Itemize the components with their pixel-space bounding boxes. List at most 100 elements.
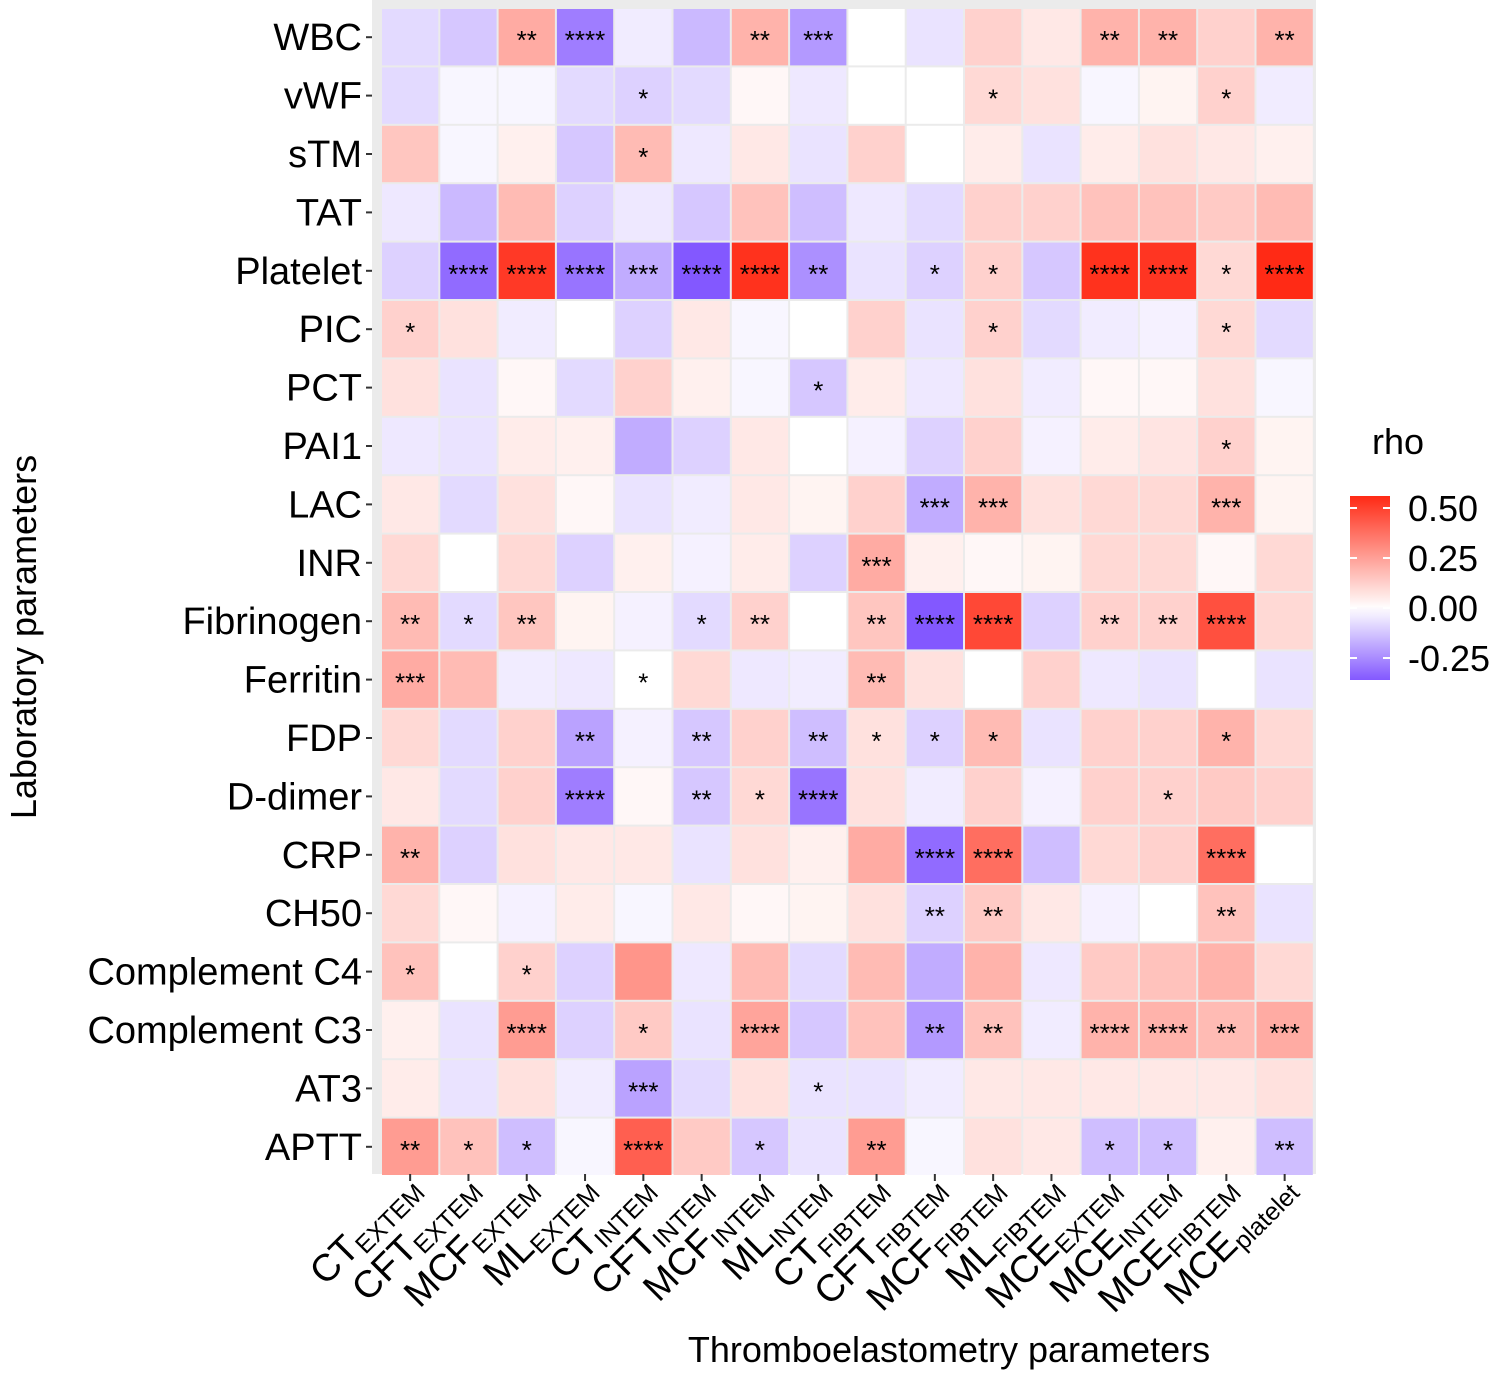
heatmap-cell [906,125,963,183]
significance-label: *** [628,1076,658,1106]
heatmap-cell [848,125,905,183]
heatmap-cell [382,826,439,883]
heatmap-cell [556,184,614,241]
heatmap-cell [965,301,1022,358]
significance-label: * [638,142,648,172]
significance-label: **** [973,843,1013,873]
y-axis-title: Laboratory parameters [3,455,44,819]
heatmap-cell [731,67,789,124]
heatmap-cell [440,1060,497,1117]
heatmap-cell [440,768,497,825]
heatmap-cell [673,1118,730,1175]
heatmap-cell [615,301,672,358]
heatmap-cell [906,593,963,650]
row-label: CH50 [265,893,362,935]
heatmap-cell [731,885,789,942]
heatmap-cell [965,359,1022,416]
heatmap-cell [1256,593,1313,650]
significance-label: ** [866,668,886,698]
significance-label: ** [517,609,537,639]
heatmap-cell [1198,943,1255,1000]
heatmap-cell [1081,417,1138,475]
heatmap-cell [906,67,963,124]
heatmap-cell [1139,943,1197,1000]
heatmap-cell [556,476,614,533]
significance-label: **** [740,1018,780,1048]
significance-label: * [988,84,998,114]
heatmap-cell [1256,125,1313,183]
heatmap-cell [965,1118,1022,1175]
heatmap-cell [731,534,789,591]
heatmap-cell [906,1118,963,1175]
heatmap-cell [615,184,672,241]
heatmap-cell [440,417,497,475]
heatmap-cell [615,9,672,66]
significance-label: * [988,726,998,756]
significance-label: * [1163,1135,1173,1165]
heatmap-cell [848,768,905,825]
heatmap-cell [1198,301,1255,358]
significance-label: * [1221,726,1231,756]
heatmap-cell [556,1060,614,1117]
heatmap-cell [673,826,730,883]
heatmap-cell [382,593,439,650]
heatmap-cell [556,301,614,358]
heatmap-cell [382,709,439,767]
heatmap-cell [498,359,555,416]
heatmap-cell [1198,885,1255,942]
heatmap-cell [1139,709,1197,767]
heatmap-cell [1198,417,1255,475]
heatmap-cell [731,1060,789,1117]
heatmap-cell [440,125,497,183]
significance-label: ** [400,609,420,639]
significance-label: **** [565,784,605,814]
significance-label: * [697,609,707,639]
heatmap-cell [1256,67,1313,124]
heatmap-cell [1139,9,1197,66]
heatmap-cell [731,359,789,416]
significance-label: * [1221,84,1231,114]
row-label: sTM [288,134,362,176]
heatmap-cell [673,417,730,475]
heatmap-cell [1139,1060,1197,1117]
row-label: Complement C3 [87,1010,362,1052]
significance-label: * [522,960,532,990]
heatmap-cell [1081,885,1138,942]
heatmap-cell [790,417,847,475]
heatmap-cell [498,476,555,533]
significance-label: * [930,259,940,289]
heatmap-cell [731,826,789,883]
heatmap-cell [1256,651,1313,708]
heatmap-cell [615,943,672,1000]
heatmap-cell [790,67,847,124]
significance-label: **** [565,259,605,289]
heatmap-cell [556,768,614,825]
heatmap-cell [906,184,963,241]
heatmap-cell [498,534,555,591]
row-label: vWF [284,76,362,118]
heatmap-cell [1023,1118,1080,1175]
significance-label: ** [925,901,945,931]
heatmap-cell [1256,9,1313,66]
heatmap-cell [731,709,789,767]
heatmap-cell [848,1060,905,1117]
significance-label: ** [575,726,595,756]
significance-label: * [1221,317,1231,347]
heatmap-cell [1139,359,1197,416]
heatmap-cell [673,943,730,1000]
significance-label: **** [915,843,955,873]
heatmap-cell [848,943,905,1000]
heatmap-cell [965,184,1022,241]
heatmap-cell [440,885,497,942]
heatmap-cell [731,768,789,825]
heatmap-cell [1256,709,1313,767]
heatmap-cell [906,709,963,767]
heatmap-cell [1139,417,1197,475]
heatmap-cell [673,67,730,124]
heatmap-cell [1081,242,1138,299]
heatmap-cell [965,1060,1022,1117]
legend-tick-label: 0.25 [1408,538,1478,579]
heatmap-cell [1023,885,1080,942]
heatmap-cell [1139,593,1197,650]
heatmap-cell [906,768,963,825]
